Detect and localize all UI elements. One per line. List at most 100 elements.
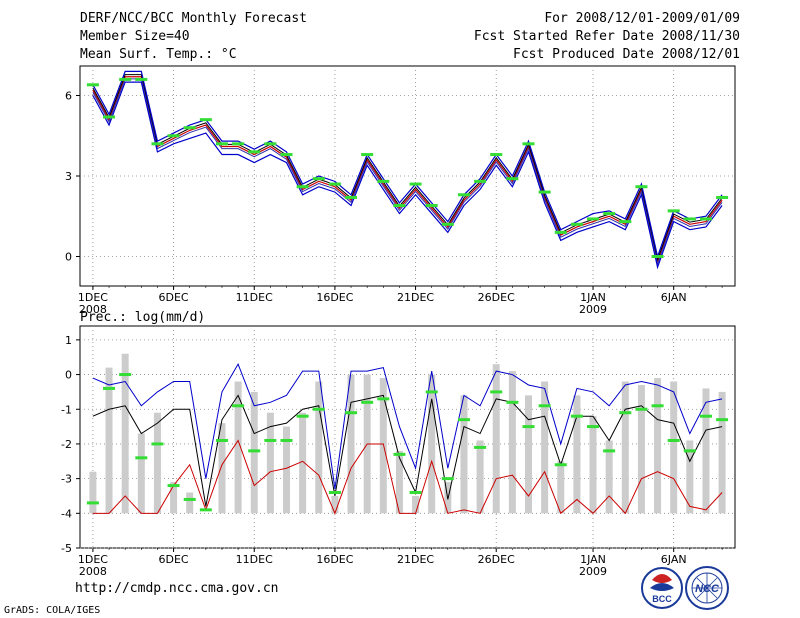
chart-title: DERF/NCC/BCC Monthly Forecast bbox=[80, 11, 307, 26]
climate-marker bbox=[86, 501, 99, 505]
climate-marker bbox=[603, 449, 616, 453]
y-tick-label: 3 bbox=[65, 170, 72, 183]
climate-marker bbox=[538, 404, 551, 408]
climate-marker bbox=[232, 142, 245, 146]
x-tick-label: 21DEC bbox=[397, 553, 434, 566]
climate-marker bbox=[538, 190, 551, 194]
y-tick-label: -2 bbox=[61, 438, 72, 451]
member-size: Member Size=40 bbox=[80, 29, 190, 44]
prec-label: Prec.: log(mm/d) bbox=[80, 310, 206, 325]
precip-bar bbox=[702, 388, 710, 514]
fcst-started-date: Fcst Started Refer Date 2008/11/30 bbox=[473, 29, 740, 44]
precip-bar bbox=[250, 391, 258, 514]
precip-bar bbox=[170, 482, 178, 514]
y-tick-label: 0 bbox=[65, 369, 72, 382]
climate-marker bbox=[667, 438, 680, 442]
climate-marker bbox=[328, 182, 341, 186]
climate-marker bbox=[716, 418, 729, 422]
precip-bar bbox=[395, 450, 403, 514]
climate-marker bbox=[425, 390, 438, 394]
climate-marker bbox=[119, 77, 132, 81]
climate-marker bbox=[570, 414, 583, 418]
precip-bar bbox=[428, 374, 436, 514]
precip-bar bbox=[557, 461, 565, 514]
climate-marker bbox=[667, 209, 680, 213]
climate-marker bbox=[554, 230, 567, 234]
precip-bar bbox=[283, 426, 291, 514]
climate-marker bbox=[619, 411, 632, 415]
x-tick-label: 16DEC bbox=[316, 291, 353, 304]
precip-bar bbox=[331, 495, 339, 514]
climate-marker bbox=[587, 217, 600, 221]
climate-marker bbox=[167, 134, 180, 138]
climate-marker bbox=[183, 126, 196, 130]
x-tick-label: 1JAN bbox=[580, 291, 606, 304]
climate-marker bbox=[264, 142, 277, 146]
temperature-chart: 1DEC 6DEC 11DEC 16DEC 21DEC 26DEC 1JAN 6JAN 2008… bbox=[65, 65, 736, 316]
x-year-label: 2009 bbox=[579, 565, 607, 578]
precip-bar bbox=[137, 433, 145, 514]
climate-marker bbox=[151, 442, 164, 446]
climate-marker bbox=[699, 217, 712, 221]
y-tick-label: -1 bbox=[61, 403, 72, 416]
precip-bar bbox=[153, 412, 161, 514]
forecast-range: For 2008/12/01-2009/01/09 bbox=[544, 11, 740, 26]
precip-bar bbox=[105, 367, 113, 514]
source-url[interactable]: http://cmdp.ncc.cma.gov.cn bbox=[75, 581, 279, 596]
plot-frame bbox=[79, 325, 736, 549]
climate-marker bbox=[587, 425, 600, 429]
climate-marker bbox=[345, 411, 358, 415]
climate-marker bbox=[248, 449, 261, 453]
climate-marker bbox=[683, 217, 696, 221]
climate-marker bbox=[248, 150, 261, 154]
y-tick-label: 0 bbox=[65, 250, 72, 263]
precip-bar bbox=[670, 381, 678, 514]
climate-marker bbox=[361, 153, 374, 157]
climate-marker bbox=[554, 463, 567, 467]
climate-marker bbox=[699, 414, 712, 418]
climate-marker bbox=[215, 142, 228, 146]
climate-marker bbox=[409, 182, 422, 186]
climate-marker bbox=[280, 153, 293, 157]
climate-marker bbox=[506, 177, 519, 181]
precip-bar bbox=[524, 395, 532, 514]
climate-marker bbox=[199, 118, 212, 122]
x-tick-label: 1DEC bbox=[78, 553, 108, 566]
x-tick-label: 6JAN bbox=[661, 553, 687, 566]
climate-marker bbox=[393, 204, 406, 208]
precip-bar bbox=[476, 440, 484, 514]
climate-marker bbox=[651, 254, 664, 258]
precip-bar bbox=[621, 381, 629, 514]
climate-marker bbox=[441, 222, 454, 226]
climate-marker bbox=[328, 491, 341, 494]
climate-marker bbox=[409, 491, 422, 494]
x-tick-label: 26DEC bbox=[478, 553, 515, 566]
precip-bar bbox=[460, 395, 468, 514]
climate-marker bbox=[474, 445, 487, 449]
precip-bar bbox=[218, 423, 226, 514]
fcst-produced-date: Fcst Produced Date 2008/12/01 bbox=[513, 47, 740, 62]
x-tick-label: 21DEC bbox=[397, 291, 434, 304]
precip-bar bbox=[573, 395, 581, 514]
climate-marker bbox=[280, 438, 293, 442]
x-tick-label: 11DEC bbox=[236, 553, 273, 566]
climate-marker bbox=[522, 142, 535, 146]
x-tick-label: 16DEC bbox=[316, 553, 353, 566]
x-year-label: 2008 bbox=[79, 565, 107, 578]
climate-marker bbox=[312, 177, 325, 181]
climate-marker bbox=[716, 195, 729, 199]
climate-marker bbox=[457, 193, 470, 197]
temp-label: Mean Surf. Temp.: °C bbox=[80, 47, 237, 62]
climate-marker bbox=[506, 400, 519, 404]
ensemble-mean-line bbox=[92, 394, 723, 507]
climate-marker bbox=[296, 414, 309, 418]
precip-bar bbox=[347, 374, 355, 514]
x-tick-label: 6DEC bbox=[159, 553, 189, 566]
climate-marker bbox=[361, 400, 374, 404]
climate-marker bbox=[345, 195, 358, 199]
precip-bar bbox=[412, 495, 420, 514]
x-year-label: 2008 bbox=[79, 303, 107, 316]
y-tick-label: -3 bbox=[61, 473, 72, 486]
precip-bar bbox=[121, 353, 129, 514]
